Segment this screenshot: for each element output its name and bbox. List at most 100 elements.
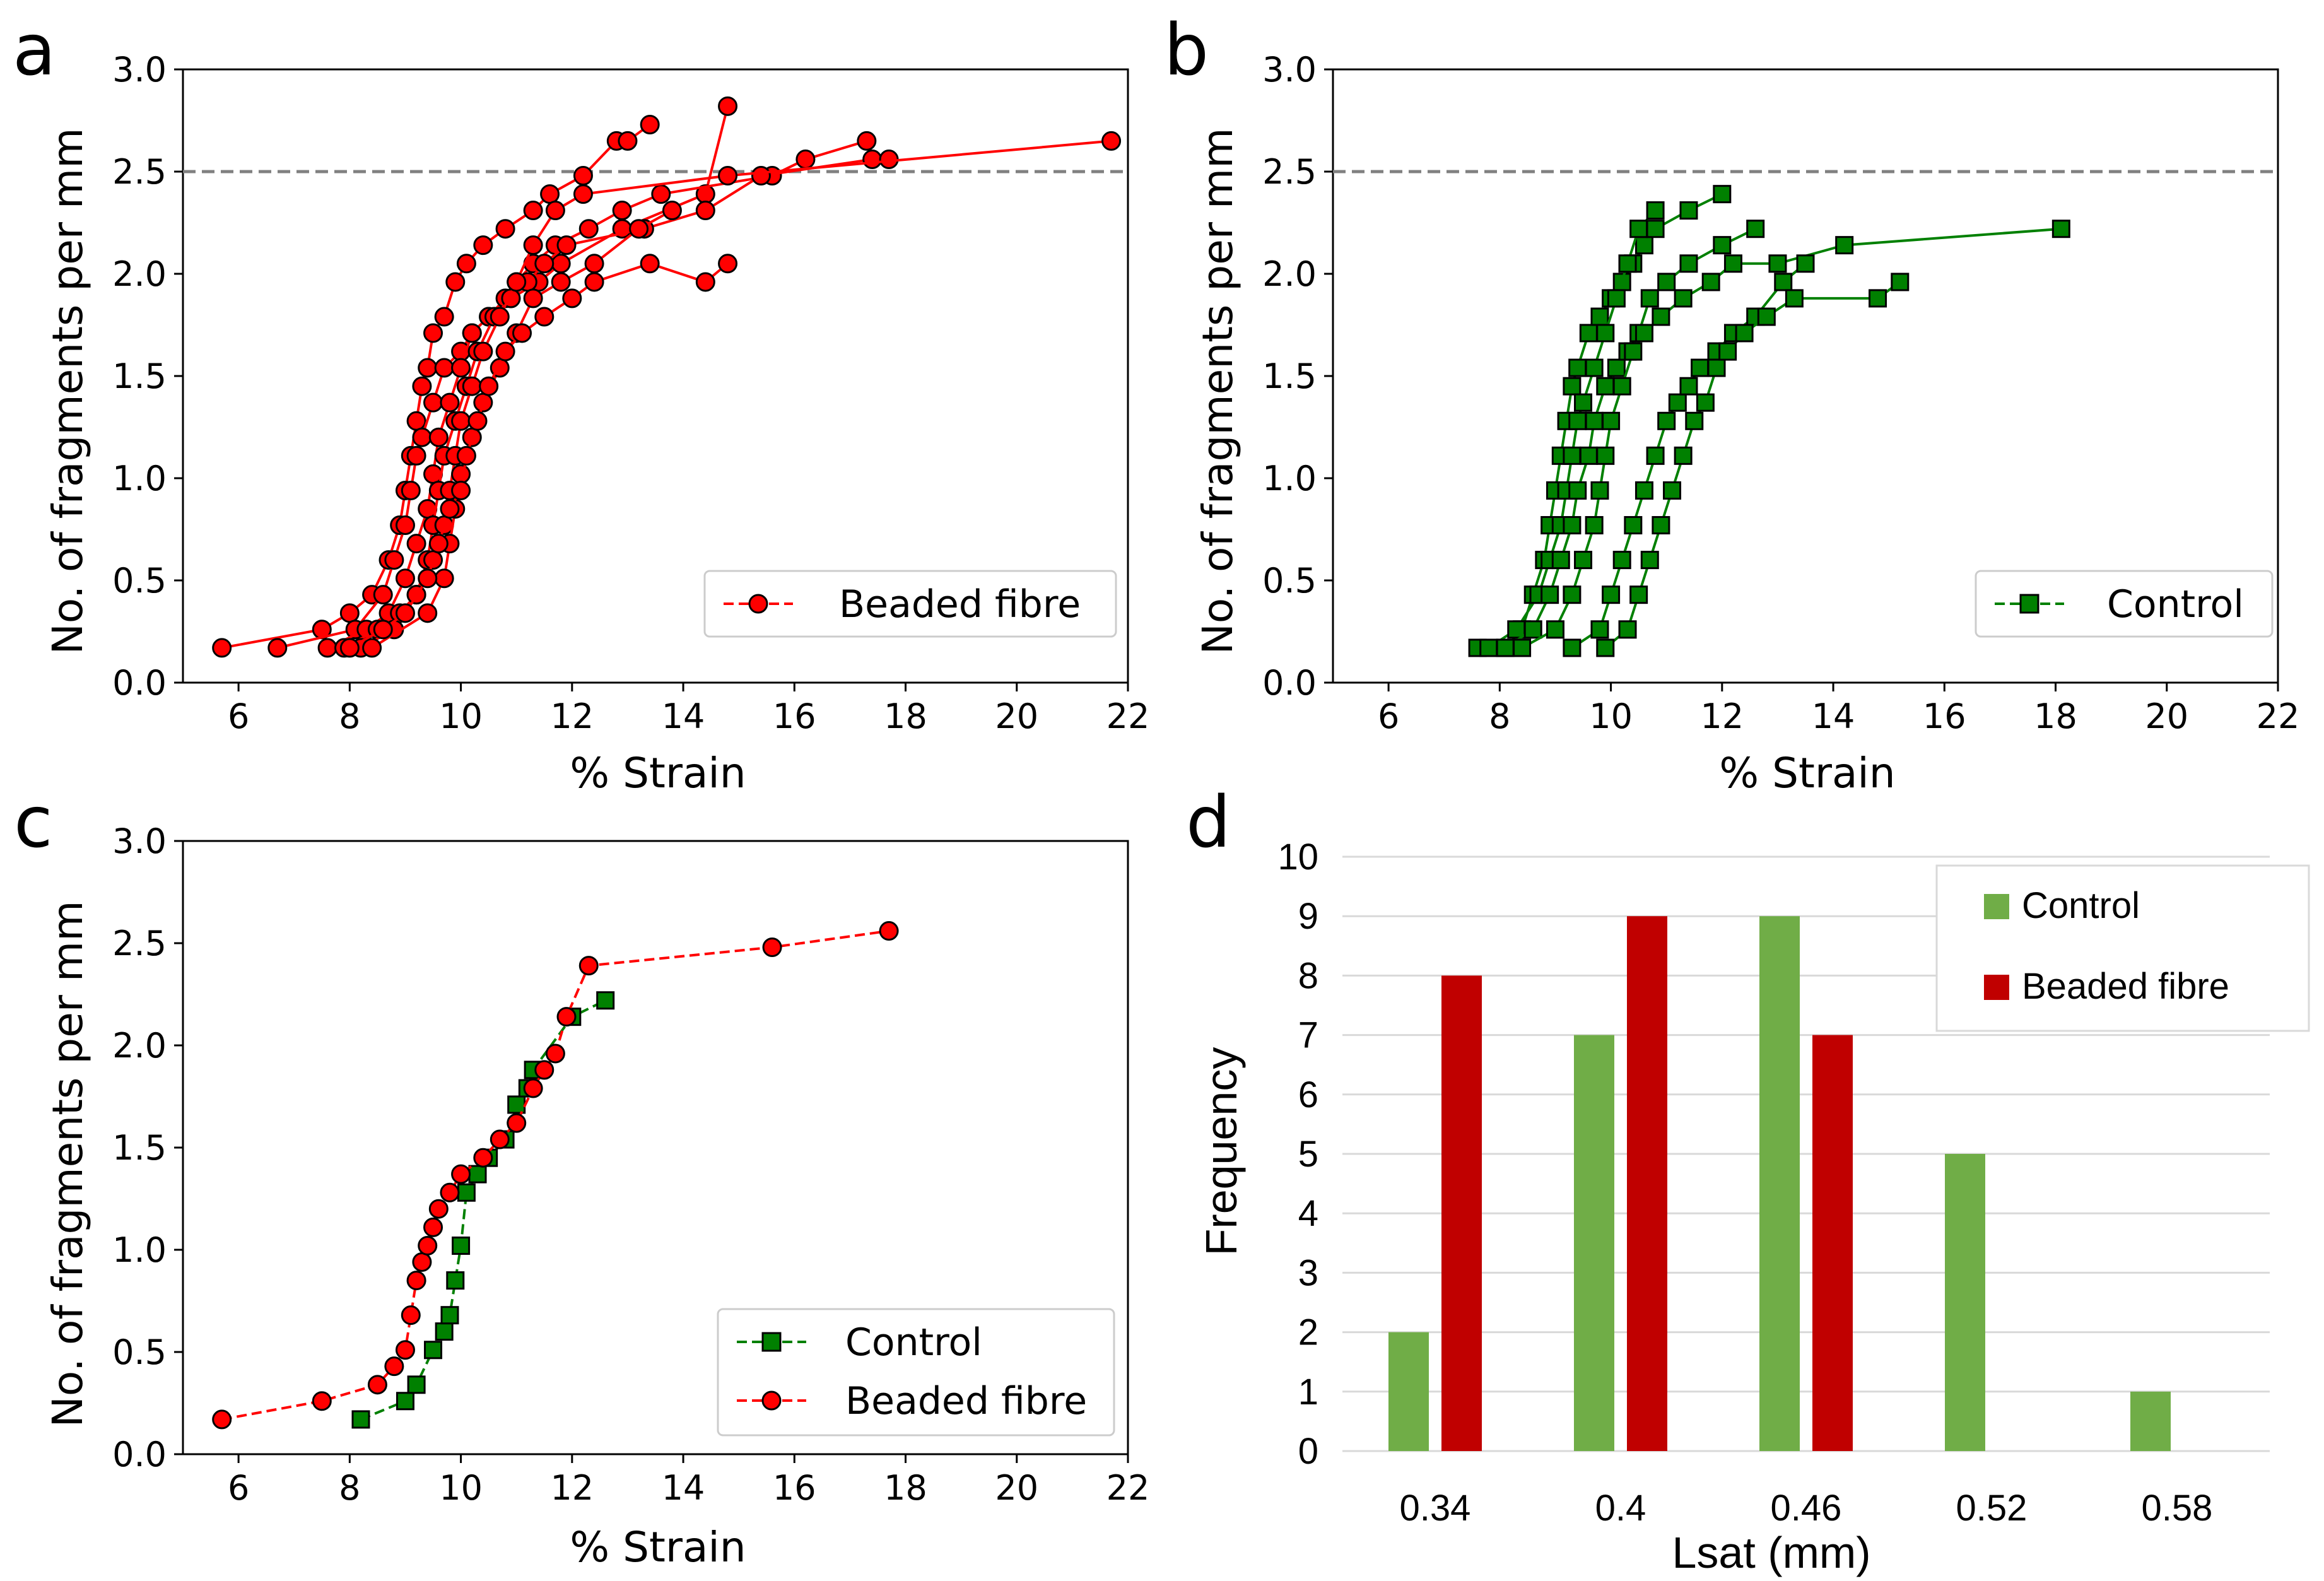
legend-frame — [1935, 864, 2310, 1032]
data-point — [423, 323, 443, 343]
legend-label: Beaded fibre — [839, 582, 1081, 626]
data-point — [695, 201, 715, 221]
data-point — [1563, 446, 1582, 465]
data-point — [1634, 236, 1653, 255]
data-point — [1640, 551, 1659, 570]
data-point — [435, 1322, 454, 1341]
data-point — [373, 620, 393, 640]
data-point — [452, 1237, 471, 1255]
data-point — [367, 1375, 387, 1395]
data-point — [1685, 411, 1704, 430]
bar — [1574, 1035, 1614, 1451]
x-tick-label: 16 — [773, 696, 816, 736]
x-tick-label: 10 — [439, 1468, 483, 1508]
bar — [1759, 916, 1800, 1451]
data-point — [1646, 201, 1665, 220]
data-point — [468, 1165, 487, 1184]
x-tick-label: 12 — [550, 696, 594, 736]
data-point — [1691, 358, 1710, 377]
data-point — [1646, 220, 1665, 238]
data-point — [1596, 446, 1615, 465]
y-tick-label: 9 — [1298, 896, 1318, 937]
data-point — [395, 568, 415, 589]
data-point — [651, 184, 671, 204]
legend-marker — [2019, 594, 2039, 614]
data-point — [451, 464, 471, 485]
data-point — [490, 1129, 510, 1149]
y-tick-label: 3.0 — [1262, 50, 1317, 90]
x-tick-label: 0.4 — [1595, 1488, 1646, 1529]
data-point — [451, 1164, 471, 1184]
data-point — [1612, 551, 1631, 570]
data-point — [1563, 638, 1582, 657]
y-tick-label: 1.5 — [112, 356, 167, 396]
data-point — [857, 131, 877, 151]
data-point — [401, 480, 421, 500]
data-point — [1652, 307, 1670, 326]
x-tick-label: 22 — [1106, 696, 1150, 736]
legend-frame — [1975, 570, 2274, 638]
data-point — [212, 1409, 232, 1430]
data-point — [629, 219, 649, 239]
x-tick-label: 22 — [1106, 1468, 1150, 1508]
data-point — [456, 254, 476, 274]
data-point — [440, 499, 460, 519]
data-point — [545, 1043, 565, 1064]
data-point — [507, 1095, 526, 1114]
data-point — [573, 165, 593, 185]
bar — [1812, 1035, 1853, 1451]
data-point — [1479, 638, 1498, 657]
bar — [1388, 1332, 1429, 1451]
x-tick-label: 6 — [228, 696, 249, 736]
data-point — [1624, 342, 1643, 361]
y-axis-label: No. of fragments per mm — [1194, 127, 1242, 654]
data-point — [523, 201, 543, 221]
x-tick-label: 20 — [995, 1468, 1038, 1508]
data-point — [1574, 393, 1593, 412]
data-point — [339, 603, 360, 623]
data-point — [1668, 393, 1687, 412]
data-point — [312, 1391, 332, 1411]
x-tick-label: 8 — [339, 1468, 360, 1508]
data-point — [1513, 638, 1532, 657]
data-point — [584, 272, 604, 292]
data-point — [1723, 254, 1742, 273]
data-point — [1602, 411, 1621, 430]
y-tick-label: 2.0 — [112, 254, 167, 294]
data-point — [428, 534, 449, 554]
y-tick-label: 2.5 — [112, 924, 167, 963]
data-point — [507, 272, 527, 292]
data-point — [451, 480, 471, 500]
legend-label-control: Control — [2022, 885, 2140, 926]
data-point — [456, 445, 476, 466]
data-point — [1746, 220, 1765, 238]
data-point — [473, 235, 493, 256]
data-point — [618, 131, 638, 151]
data-point — [540, 184, 560, 204]
data-point — [1835, 236, 1854, 255]
x-tick-label: 20 — [2145, 696, 2188, 736]
data-point — [1568, 358, 1587, 377]
data-point — [1663, 481, 1682, 500]
data-point — [473, 341, 493, 361]
data-point — [1607, 358, 1626, 377]
data-point — [362, 638, 382, 658]
legend-swatch-beaded — [1984, 975, 2009, 1000]
data-point — [534, 307, 555, 327]
data-point — [523, 235, 543, 256]
data-point — [1551, 551, 1570, 570]
x-tick-label: 14 — [662, 696, 705, 736]
legend-label-control: Control — [845, 1320, 982, 1365]
data-point — [1629, 220, 1648, 238]
data-point — [434, 307, 454, 327]
data-point — [879, 921, 899, 941]
data-point — [1624, 516, 1643, 535]
y-tick-label: 1.5 — [1262, 356, 1317, 396]
data-point — [1674, 446, 1693, 465]
data-point — [1757, 307, 1776, 326]
data-point — [640, 254, 660, 274]
data-point — [534, 1060, 555, 1080]
x-tick-label: 8 — [1489, 696, 1510, 736]
data-point — [1596, 377, 1615, 396]
data-point — [373, 585, 393, 605]
